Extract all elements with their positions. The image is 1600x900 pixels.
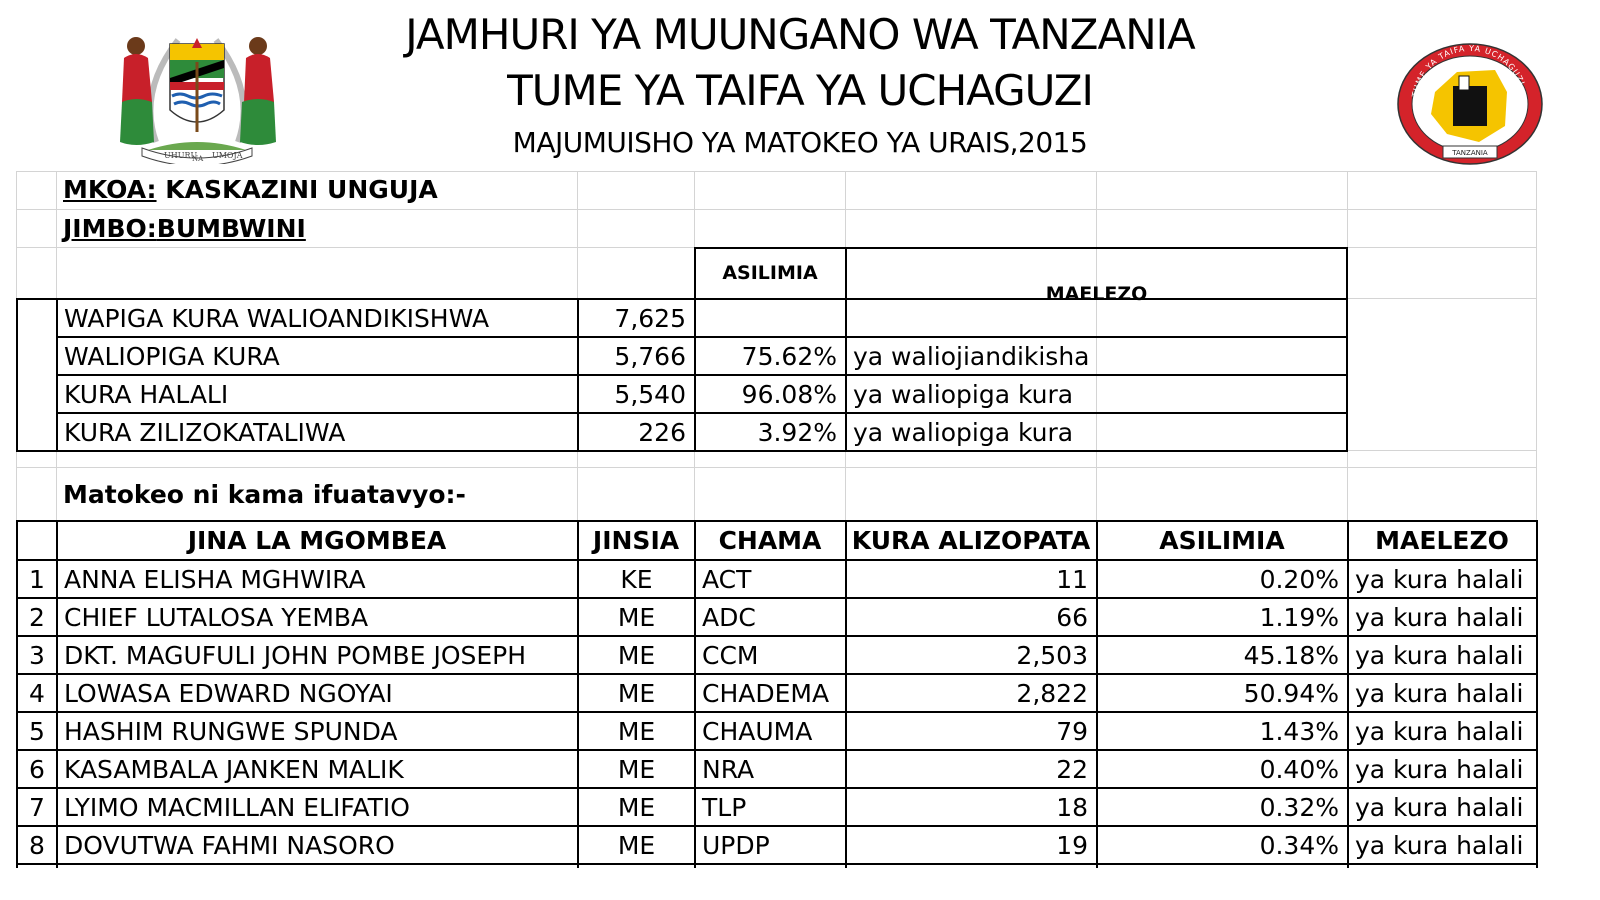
candidate-percent: 1.19% <box>1259 603 1339 632</box>
header-name: JINA LA MGOMBEA <box>187 526 447 555</box>
summary-label: WALIOPIGA KURA <box>64 342 280 371</box>
header-percent: ASILIMIA <box>1159 526 1285 555</box>
candidate-note: ya kura halali <box>1355 641 1524 670</box>
results-intro: Matokeo ni kama ifuatavyo:- <box>63 480 466 509</box>
candidate-note: ya kura halali <box>1355 603 1524 632</box>
nec-logo: TUME YA TAIFA YA UCHAGUZI TANZANIA <box>1397 43 1543 165</box>
candidate-name: LYIMO MACMILLAN ELIFATIO <box>64 793 410 822</box>
report-title: MAJUMUISHO YA MATOKEO YA URAIS,2015 <box>512 126 1088 159</box>
summary-label: KURA HALALI <box>64 380 229 409</box>
candidate-votes: 11 <box>1056 565 1088 594</box>
candidate-votes: 19 <box>1056 831 1088 860</box>
candidate-party: NRA <box>702 755 755 784</box>
candidate-gender: ME <box>617 831 656 860</box>
candidate-percent: 1.43% <box>1259 717 1339 746</box>
coat-motto-left: UHURU <box>164 151 197 160</box>
summary-percent: 75.62% <box>741 342 837 371</box>
candidate-name: DKT. MAGUFULI JOHN POMBE JOSEPH <box>64 641 527 670</box>
candidate-gender: ME <box>617 793 656 822</box>
candidate-name: HASHIM RUNGWE SPUNDA <box>64 717 398 746</box>
candidate-votes: 66 <box>1056 603 1088 632</box>
candidate-party: CHAUMA <box>702 717 813 746</box>
candidate-percent: 50.94% <box>1243 679 1339 708</box>
mkoa-value: KASKAZINI UNGUJA <box>165 175 438 204</box>
candidate-party: CHADEMA <box>702 679 830 708</box>
header-notes: MAELEZO <box>1375 526 1509 555</box>
coat-motto-right: UMOJA <box>212 151 243 160</box>
candidate-number: 7 <box>29 793 45 822</box>
candidate-votes: 18 <box>1056 793 1088 822</box>
summary-label: KURA ZILIZOKATALIWA <box>64 418 346 447</box>
candidate-party: TLP <box>702 793 747 822</box>
candidate-name: CHIEF LUTALOSA YEMBA <box>64 603 369 632</box>
candidate-party: ADC <box>702 603 756 632</box>
candidate-party: ACT <box>702 565 752 594</box>
candidate-name: LOWASA EDWARD NGOYAI <box>64 679 393 708</box>
candidate-name: DOVUTWA FAHMI NASORO <box>64 831 395 860</box>
summary-note: ya waliopiga kura <box>853 418 1074 447</box>
candidate-note: ya kura halali <box>1355 565 1524 594</box>
candidate-gender: ME <box>617 641 656 670</box>
coat-of-arms-logo: UHURU NA UMOJA <box>120 37 276 164</box>
jimbo-row: JIMBO:BUMBWINI <box>57 210 577 248</box>
summary-note <box>847 300 1346 338</box>
summary-value: 7,625 <box>614 304 686 333</box>
header-votes: KURA ALIZOPATA <box>851 526 1091 555</box>
candidate-number: 6 <box>29 755 45 784</box>
summary-note: ya waliopiga kura <box>853 380 1074 409</box>
candidate-party: CCM <box>702 641 759 670</box>
candidate-percent: 0.20% <box>1259 565 1339 594</box>
candidate-number: 5 <box>29 717 45 746</box>
summary-percent: 96.08% <box>741 380 837 409</box>
candidate-votes: 2,822 <box>1016 679 1088 708</box>
candidate-number: 3 <box>29 641 45 670</box>
candidate-note: ya kura halali <box>1355 831 1524 860</box>
candidate-number: 1 <box>29 565 45 594</box>
summary-label: WAPIGA KURA WALIOANDIKISHWA <box>64 304 490 333</box>
candidate-number: 4 <box>29 679 45 708</box>
jimbo-value: BUMBWINI <box>156 214 306 243</box>
coat-motto-mid: NA <box>192 155 204 163</box>
candidate-gender: ME <box>617 603 656 632</box>
candidate-note: ya kura halali <box>1355 755 1524 784</box>
nec-banner-text: TANZANIA <box>1451 149 1488 157</box>
candidate-gender: ME <box>617 679 656 708</box>
candidate-gender: ME <box>617 755 656 784</box>
candidate-note: ya kura halali <box>1355 679 1524 708</box>
jimbo-label: JIMBO: <box>63 214 157 243</box>
candidate-note: ya kura halali <box>1355 793 1524 822</box>
candidate-gender: ME <box>617 717 656 746</box>
candidate-votes: 79 <box>1056 717 1088 746</box>
candidate-percent: 0.40% <box>1259 755 1339 784</box>
summary-value: 5,540 <box>614 380 686 409</box>
page-subtitle: TUME YA TAIFA YA UCHAGUZI <box>507 66 1094 115</box>
candidate-percent: 45.18% <box>1243 641 1339 670</box>
candidate-party: UPDP <box>702 831 770 860</box>
candidate-name: ANNA ELISHA MGHWIRA <box>64 565 366 594</box>
summary-value: 226 <box>638 418 686 447</box>
summary-percent: 3.92% <box>757 418 837 447</box>
candidate-name: KASAMBALA JANKEN MALIK <box>64 755 404 784</box>
mkoa-row: MKOA: KASKAZINI UNGUJA <box>57 171 577 209</box>
summary-note: ya waliojiandikisha <box>853 342 1090 371</box>
candidate-gender: KE <box>620 565 653 594</box>
header-gender: JINSIA <box>592 526 680 555</box>
candidate-number: 2 <box>29 603 45 632</box>
candidate-number: 8 <box>29 831 45 860</box>
candidate-votes: 22 <box>1056 755 1088 784</box>
candidate-percent: 0.34% <box>1259 831 1339 860</box>
summary-value: 5,766 <box>614 342 686 371</box>
candidate-note: ya kura halali <box>1355 717 1524 746</box>
summary-percent <box>696 300 845 338</box>
candidate-votes: 2,503 <box>1016 641 1088 670</box>
candidate-percent: 0.32% <box>1259 793 1339 822</box>
header-party: CHAMA <box>718 526 822 555</box>
mkoa-label: MKOA: <box>63 175 157 204</box>
page-title: JAMHURI YA MUUNGANO WA TANZANIA <box>405 10 1195 59</box>
summary-header-percent: ASILIMIA <box>722 262 818 284</box>
